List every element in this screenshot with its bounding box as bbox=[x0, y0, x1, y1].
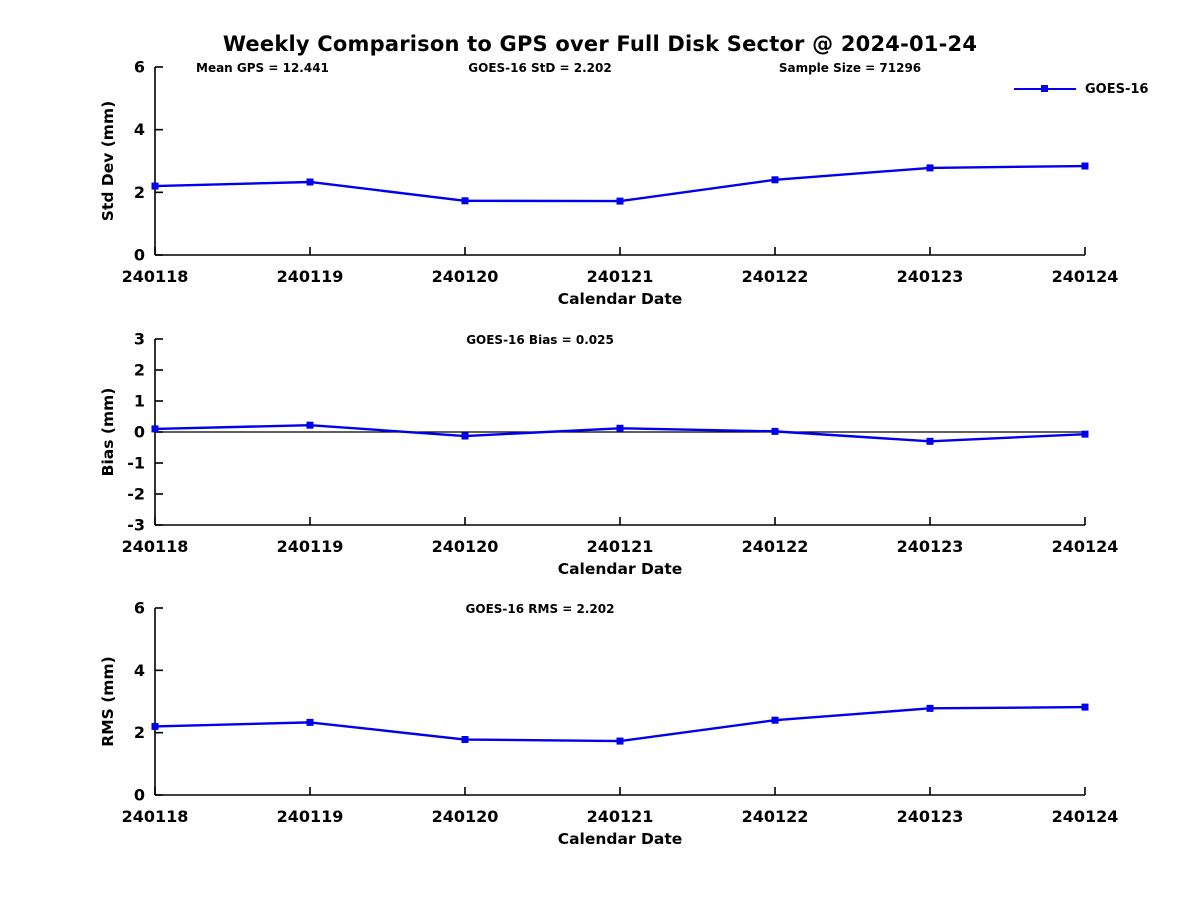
y-axis-label: Std Dev (mm) bbox=[99, 101, 117, 221]
data-point-marker bbox=[771, 427, 779, 435]
subplot-annotation: GOES-16 Bias = 0.025 bbox=[466, 333, 614, 347]
data-point-marker bbox=[1081, 430, 1089, 438]
x-tick-label: 240121 bbox=[587, 537, 654, 556]
data-point-marker bbox=[151, 182, 159, 190]
y-tick-label: -2 bbox=[127, 485, 145, 504]
x-tick-label: 240118 bbox=[122, 267, 189, 286]
data-point-marker bbox=[926, 437, 934, 445]
y-tick-label: -3 bbox=[127, 516, 145, 535]
data-point-marker bbox=[926, 164, 934, 172]
x-tick-label: 240118 bbox=[122, 807, 189, 826]
x-tick-label: 240119 bbox=[277, 807, 344, 826]
data-point-marker bbox=[461, 432, 469, 440]
series-line bbox=[154, 164, 1086, 203]
data-point-marker bbox=[926, 704, 934, 712]
x-tick-label: 240121 bbox=[587, 267, 654, 286]
x-tick-label: 240122 bbox=[742, 807, 809, 826]
x-tick-label: 240124 bbox=[1052, 537, 1119, 556]
data-point-marker bbox=[771, 176, 779, 184]
y-tick-label: 0 bbox=[134, 423, 145, 442]
data-point-marker bbox=[616, 197, 624, 205]
x-axis-label: Calendar Date bbox=[558, 290, 683, 308]
x-axis-label: Calendar Date bbox=[558, 830, 683, 848]
chart-title: Weekly Comparison to GPS over Full Disk … bbox=[222, 32, 978, 56]
y-tick-label: 4 bbox=[134, 661, 145, 680]
x-tick-label: 240120 bbox=[432, 537, 499, 556]
y-axis-label: RMS (mm) bbox=[99, 656, 117, 746]
legend-label: GOES-16 bbox=[1085, 81, 1149, 97]
y-tick-label: 2 bbox=[134, 361, 145, 380]
data-point-marker bbox=[1081, 162, 1089, 170]
x-tick-label: 240123 bbox=[897, 537, 964, 556]
y-tick-label: -1 bbox=[127, 454, 145, 473]
x-tick-label: 240119 bbox=[277, 537, 344, 556]
x-tick-label: 240122 bbox=[742, 537, 809, 556]
x-tick-label: 240122 bbox=[742, 267, 809, 286]
x-tick-label: 240124 bbox=[1052, 807, 1119, 826]
x-tick-label: 240124 bbox=[1052, 267, 1119, 286]
data-point-marker bbox=[151, 722, 159, 730]
data-point-marker bbox=[461, 197, 469, 205]
y-tick-label: 2 bbox=[134, 723, 145, 742]
x-tick-label: 240119 bbox=[277, 267, 344, 286]
x-tick-label: 240120 bbox=[432, 267, 499, 286]
legend-square-marker-icon bbox=[1041, 85, 1048, 93]
y-tick-label: 4 bbox=[134, 120, 145, 139]
x-tick-label: 240123 bbox=[897, 267, 964, 286]
y-tick-label: 0 bbox=[134, 786, 145, 805]
y-tick-label: 1 bbox=[134, 392, 145, 411]
data-point-marker bbox=[771, 716, 779, 724]
x-tick-label: 240121 bbox=[587, 807, 654, 826]
y-tick-label: 2 bbox=[134, 183, 145, 202]
data-point-marker bbox=[306, 421, 314, 429]
data-point-marker bbox=[306, 178, 314, 186]
data-point-marker bbox=[616, 424, 624, 432]
x-axis-label: Calendar Date bbox=[558, 560, 683, 578]
legend-line-sample bbox=[1014, 85, 1076, 93]
data-point-marker bbox=[151, 425, 159, 433]
legend: GOES-16 bbox=[1014, 81, 1148, 97]
y-tick-label: 3 bbox=[134, 330, 145, 349]
y-tick-label: 0 bbox=[134, 246, 145, 265]
data-point-marker bbox=[461, 736, 469, 744]
subplot-annotation: GOES-16 RMS = 2.202 bbox=[466, 602, 615, 616]
data-point-marker bbox=[616, 737, 624, 745]
y-tick-label: 6 bbox=[134, 58, 145, 77]
subplot-annotation: Sample Size = 71296 bbox=[779, 61, 921, 75]
series-line bbox=[154, 705, 1086, 743]
data-point-marker bbox=[1081, 703, 1089, 711]
y-tick-label: 6 bbox=[134, 599, 145, 618]
data-point-marker bbox=[306, 718, 314, 726]
x-tick-label: 240120 bbox=[432, 807, 499, 826]
x-tick-label: 240123 bbox=[897, 807, 964, 826]
subplot-annotation: GOES-16 StD = 2.202 bbox=[468, 61, 611, 75]
y-axis-label: Bias (mm) bbox=[99, 388, 117, 477]
subplot-annotation: Mean GPS = 12.441 bbox=[196, 61, 329, 75]
x-tick-label: 240118 bbox=[122, 537, 189, 556]
